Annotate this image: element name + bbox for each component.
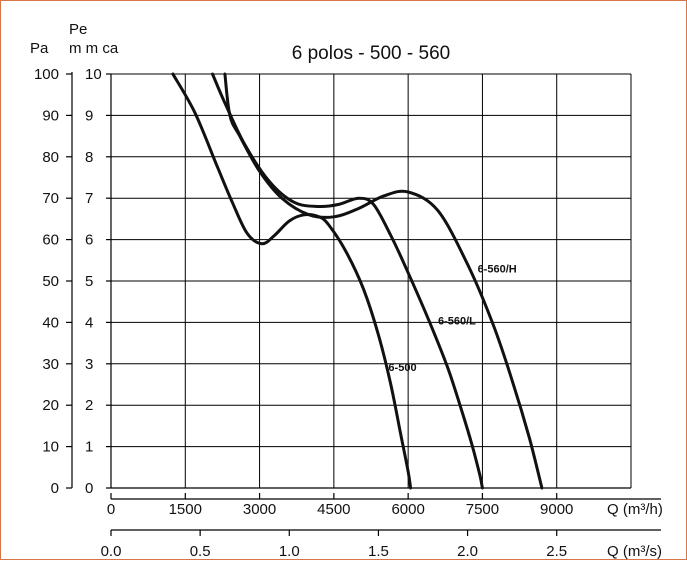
y-axis-label-pa: Pa [30,40,49,57]
x-tick-label-m3s: 0.0 [101,543,122,560]
grid [111,73,632,488]
x-tick-label-m3s: 2.5 [546,543,567,560]
chart-title: 6 polos - 500 - 560 [292,43,450,64]
x-tick-label-m3h: 9000 [540,501,573,518]
y-axis-label-mmca: m m ca [69,40,119,57]
y-tick-label-pa: 10 [42,439,59,456]
axes [66,72,661,536]
x-axis-label-m3h: Q (m³/h) [607,501,663,518]
x-tick-label-m3h: 1500 [169,501,202,518]
x-tick-label-m3s: 2.0 [457,543,478,560]
x-tick-label-m3s: 1.5 [368,543,389,560]
x-axis-label-m3s: Q (m³/s) [607,543,662,560]
y-tick-label-pa: 80 [42,149,59,166]
x-tick-label-m3s: 0.5 [190,543,211,560]
x-tick-label-m3h: 4500 [317,501,350,518]
x-tick-label-m3s: 1.0 [279,543,300,560]
series-curve-6-560-l [211,72,484,490]
series-label-6-560-l: 6-560/L [438,315,476,327]
series-label-6-560-h: 6-560/H [478,263,517,275]
y-tick-label-mmca: 6 [85,232,93,249]
y-tick-label-mmca: 9 [85,107,93,124]
y-tick-label-mmca: 7 [85,190,93,207]
y-tick-label-pa: 30 [42,356,59,373]
x-tick-label-m3h: 3000 [243,501,276,518]
y-tick-label-mmca: 1 [85,439,93,456]
y-tick-label-mmca: 3 [85,356,93,373]
y-tick-label-mmca: 4 [85,314,93,331]
x-tick-label-m3h: 6000 [391,501,424,518]
y-tick-label-mmca: 0 [85,480,93,497]
y-axis-label-pe: Pe [69,21,87,38]
series-curve-6-560-h [223,72,544,490]
y-tick-label-pa: 90 [42,107,59,124]
y-tick-label-mmca: 8 [85,149,93,166]
x-tick-label-m3h: 0 [107,501,115,518]
y-tick-label-pa: 40 [42,314,59,331]
y-tick-label-pa: 20 [42,397,59,414]
y-tick-label-pa: 60 [42,232,59,249]
y-tick-label-mmca: 2 [85,397,93,414]
series-label-6-500: 6-500 [388,362,416,374]
series-curves [171,72,544,490]
x-tick-label-m3h: 7500 [466,501,499,518]
y-tick-label-mmca: 5 [85,273,93,290]
y-tick-label-pa: 0 [51,480,59,497]
y-tick-label-pa: 100 [34,66,59,83]
y-tick-label-mmca: 10 [85,66,102,83]
series-labels: 6-500 6-560/L 6-560/H [388,263,516,373]
y-tick-label-pa: 70 [42,190,59,207]
y-tick-label-pa: 50 [42,273,59,290]
